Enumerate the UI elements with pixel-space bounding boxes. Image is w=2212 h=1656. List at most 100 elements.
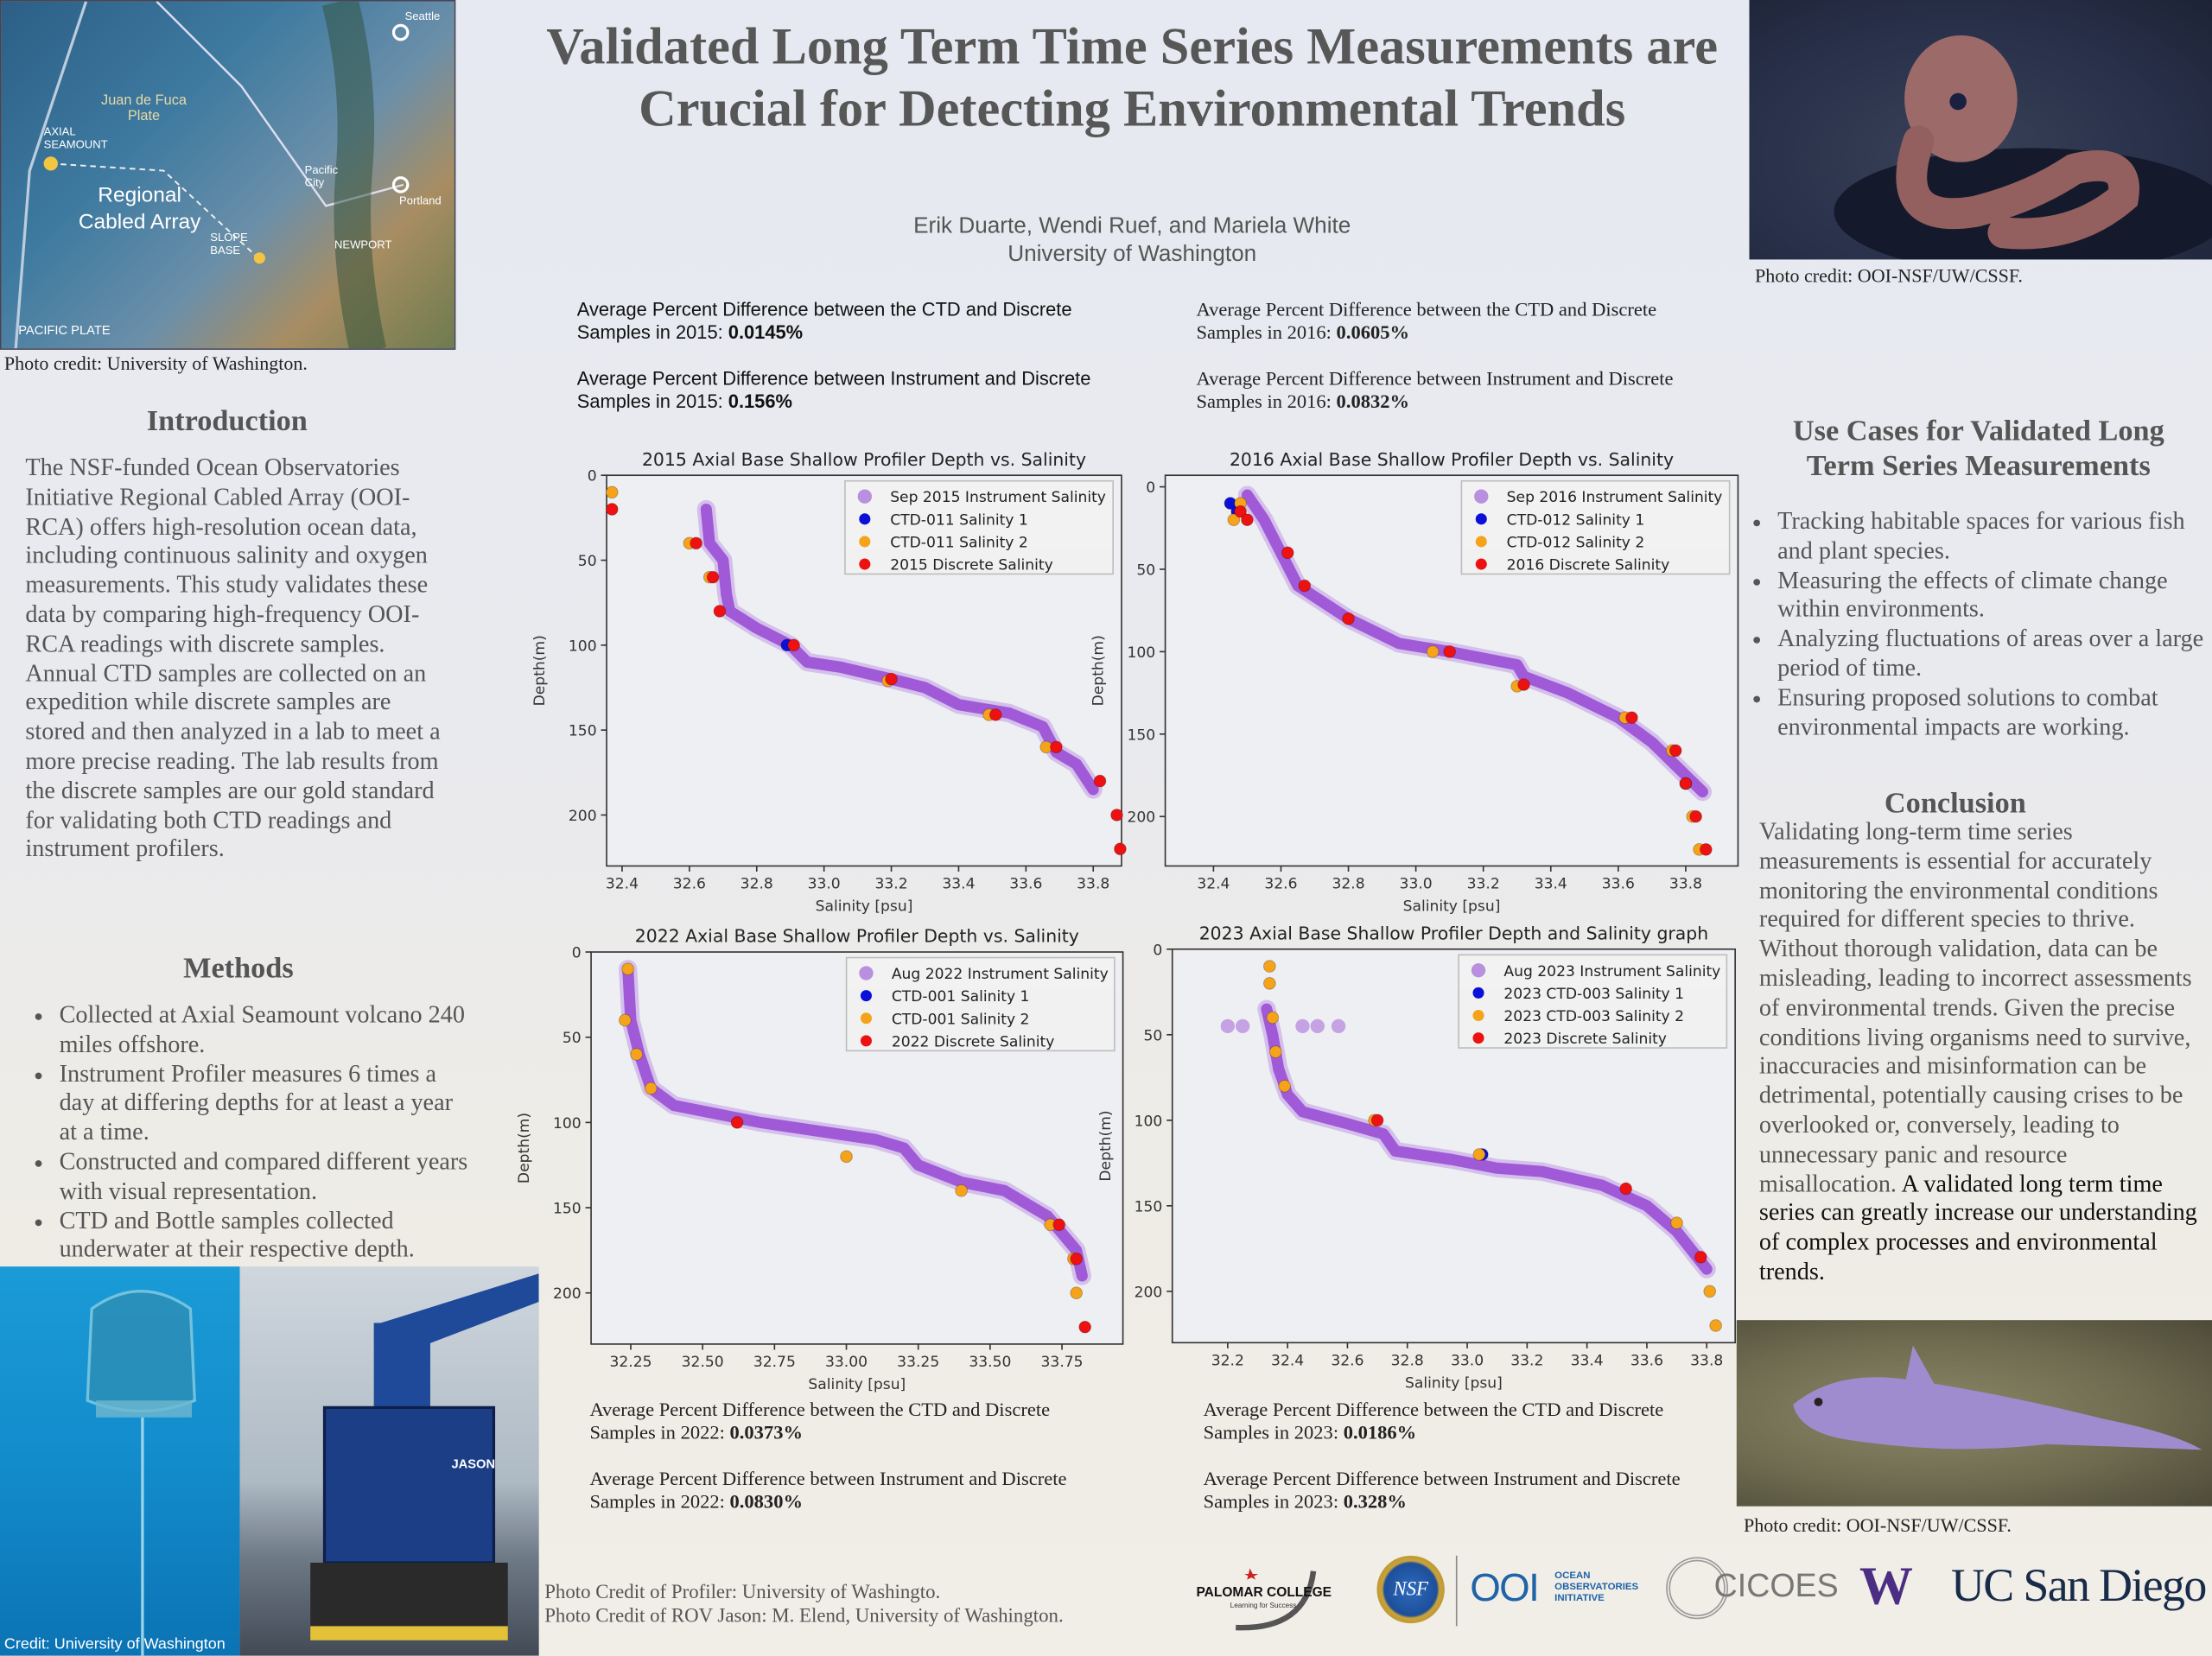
stat-label: Average Percent Difference between the C… (576, 299, 1072, 343)
rov-label: JASON (451, 1456, 496, 1471)
affiliation: University of Washington (1007, 242, 1257, 267)
y-tick-label: 50 (1136, 562, 1155, 580)
cicoes-wordmark: CICOES (1713, 1566, 1839, 1604)
x-tick-label: 32.6 (1264, 876, 1297, 893)
discrete-point (1669, 744, 1682, 758)
nsf-logo: NSF (1376, 1555, 1445, 1624)
chart-2022: 2022 Axial Base Shallow Profiler Depth v… (516, 926, 1124, 1393)
x-tick-label: 32.6 (1331, 1352, 1363, 1369)
stat-2016-instrument: Average Percent Difference between Instr… (1196, 368, 1739, 413)
profiler-shape (86, 1290, 196, 1656)
legend-marker-instrument (857, 489, 872, 504)
x-tick-label: 33.6 (1009, 876, 1042, 893)
map-label-slope-base: Slope Base (210, 231, 248, 257)
ctd2-point (1703, 1285, 1717, 1298)
y-tick-label: 0 (1146, 479, 1155, 497)
x-tick-label: 33.4 (942, 876, 975, 893)
legend-box (844, 479, 1114, 575)
stat-label: Average Percent Difference between Instr… (589, 1468, 1067, 1513)
fish-photo (1736, 1320, 2212, 1507)
ooi-wordmark: OOI (1470, 1565, 1540, 1609)
stat-value: 0.0145% (728, 321, 804, 343)
x-tick-label: 33.25 (897, 1354, 939, 1371)
uw-wordmark: W (1859, 1557, 1913, 1617)
discrete-point (690, 536, 702, 550)
discrete-point (1370, 1114, 1384, 1127)
x-tick-label: 33.0 (1451, 1352, 1484, 1369)
instrument-outlier-point (1331, 1018, 1346, 1034)
chart-2015: 2015 Axial Base Shallow Profiler Depth v… (531, 449, 1127, 916)
ucsd-wordmark: UC San Diego (1950, 1561, 2207, 1613)
chart-title: 2016 Axial Base Shallow Profiler Depth v… (1230, 449, 1674, 470)
legend-marker-ctd1 (1475, 513, 1487, 525)
x-tick-label: 33.8 (1669, 876, 1702, 893)
use-case-item: Measuring the effects of climate change … (1744, 567, 2207, 625)
legend-label: 2023 CTD-003 Salinity 2 (1503, 1008, 1684, 1025)
octopus-shape (1834, 35, 2212, 260)
discrete-point (1110, 809, 1123, 822)
stat-value: 0.0832% (1336, 390, 1410, 412)
y-axis-label: Depth(m) (516, 1113, 533, 1183)
ooi-text-line: OBSERVATORIES (1554, 1582, 1639, 1593)
use-case-item: Tracking habitable spaces for various fi… (1744, 508, 2207, 567)
x-tick-label: 33.4 (1571, 1352, 1604, 1369)
legend-label: 2023 CTD-003 Salinity 1 (1503, 986, 1684, 1003)
legend-marker-ctd2 (1472, 1009, 1484, 1022)
x-tick-label: 33.2 (1510, 1352, 1543, 1369)
ctd2-point (840, 1150, 853, 1164)
stat-2022-instrument: Average Percent Difference between Instr… (589, 1469, 1133, 1513)
y-tick-label: 200 (553, 1285, 582, 1303)
discrete-point (1070, 1252, 1084, 1266)
discrete-point (1078, 1320, 1092, 1334)
profiler-credit-overlay: Credit: University of Washington (3, 1635, 226, 1653)
stat-value: 0.328% (1343, 1490, 1407, 1513)
x-tick-label: 32.6 (673, 876, 706, 893)
x-axis-label: Salinity [psu] (1405, 1375, 1503, 1393)
palomar-tagline: Learning for Success (1230, 1602, 1297, 1611)
y-tick-label: 50 (578, 553, 597, 570)
legend-label: Sep 2015 Instrument Salinity (890, 489, 1106, 506)
fish-shape (1793, 1345, 2202, 1450)
chart-title: 2015 Axial Base Shallow Profiler Depth v… (642, 449, 1086, 470)
discrete-point (1443, 645, 1457, 658)
y-axis-label: Depth(m) (1097, 1110, 1115, 1181)
legend-box (1460, 479, 1731, 575)
photo-credits: Photo Credit of Profiler: University of … (544, 1581, 1063, 1629)
chart-title: 2022 Axial Base Shallow Profiler Depth v… (635, 926, 1079, 947)
x-tick-label: 33.6 (1602, 876, 1635, 893)
y-tick-label: 200 (1127, 809, 1155, 827)
legend-marker-instrument (1471, 963, 1486, 978)
stat-label: Average Percent Difference between Instr… (1203, 1468, 1681, 1513)
ctd2-point (618, 1013, 632, 1027)
legend-label: CTD-012 Salinity 1 (1507, 511, 1645, 529)
legend-marker-discrete (1475, 558, 1487, 570)
y-tick-label: 200 (569, 808, 597, 825)
discrete-point (1281, 546, 1294, 560)
y-axis-label: Depth(m) (1090, 635, 1108, 706)
legend-marker-discrete (1472, 1032, 1484, 1044)
chart-2023: 2023 Axial Base Shallow Profiler Depth a… (1097, 923, 1736, 1393)
use-cases-list: Tracking habitable spaces for various fi… (1744, 508, 2207, 743)
ctd2-point (1670, 1216, 1683, 1229)
legend-box (845, 956, 1116, 1052)
legend-label: 2015 Discrete Salinity (890, 557, 1053, 574)
stat-2015-instrument: Average Percent Difference between Instr… (577, 368, 1121, 413)
y-tick-label: 100 (569, 638, 597, 655)
discrete-point (1694, 1250, 1707, 1264)
octopus-credit: Photo credit: OOI-NSF/UW/CSSF. (1755, 264, 2023, 287)
instrument-outlier-point (1310, 1018, 1325, 1034)
stat-2023-instrument: Average Percent Difference between Instr… (1204, 1469, 1747, 1513)
x-tick-label: 33.8 (1690, 1352, 1723, 1369)
ctd2-point (1227, 513, 1241, 527)
y-tick-label: 150 (1135, 1198, 1163, 1215)
legend-marker-ctd1 (859, 513, 871, 525)
discrete-point (787, 638, 800, 652)
x-tick-label: 33.2 (1467, 876, 1500, 893)
y-tick-label: 150 (569, 723, 597, 740)
chart-title: 2023 Axial Base Shallow Profiler Depth a… (1199, 923, 1708, 943)
map-label-portland: Portland (399, 194, 442, 207)
x-axis-label: Salinity [psu] (808, 1376, 906, 1393)
octopus-photo (1749, 0, 2212, 260)
legend-marker-ctd1 (860, 990, 872, 1002)
